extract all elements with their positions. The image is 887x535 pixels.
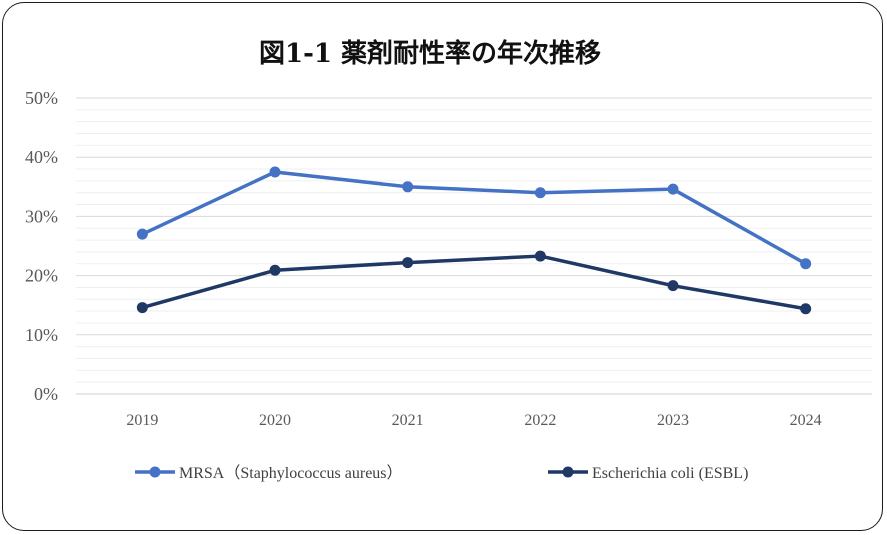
data-point — [136, 302, 148, 314]
y-tick-label: 0% — [34, 384, 58, 404]
data-point — [534, 250, 546, 262]
series-1 — [136, 250, 812, 315]
legend-label: Escherichia coli (ESBL) — [592, 465, 748, 482]
legend-marker — [562, 466, 574, 478]
gridlines — [76, 97, 872, 395]
legend-item: MRSA（Staphylococcus aureus） — [135, 464, 403, 482]
data-point — [269, 166, 281, 178]
x-axis-ticks: 2019 2020 2021 2022 2023 2024 — [126, 412, 821, 429]
series-line — [140, 254, 808, 311]
data-point — [136, 228, 148, 240]
y-tick-label: 20% — [25, 266, 58, 286]
data-point — [269, 264, 281, 276]
legend-marker — [149, 466, 161, 478]
data-point — [800, 258, 812, 270]
x-tick-label: 2024 — [790, 412, 822, 429]
data-point — [402, 181, 414, 193]
y-tick-label: 10% — [25, 325, 58, 345]
x-tick-label: 2021 — [392, 412, 424, 429]
data-point — [800, 303, 812, 315]
legend: MRSA（Staphylococcus aureus） Escherichia c… — [135, 464, 748, 482]
x-tick-label: 2023 — [657, 412, 689, 429]
data-point — [667, 183, 679, 195]
x-tick-label: 2020 — [259, 412, 291, 429]
x-tick-label: 2022 — [524, 412, 556, 429]
chart-title: 図1-1 薬剤耐性率の年次推移 — [259, 38, 601, 69]
data-point — [534, 187, 546, 199]
y-tick-label: 50% — [25, 88, 58, 108]
data-point — [667, 280, 679, 292]
legend-item: Escherichia coli (ESBL) — [548, 465, 748, 482]
x-tick-label: 2019 — [126, 412, 158, 429]
series-line — [140, 170, 808, 266]
data-point — [402, 257, 414, 269]
y-tick-label: 40% — [25, 147, 58, 167]
y-axis-ticks: 0% 10% 20% 30% 40% 50% — [25, 88, 58, 404]
legend-label: MRSA（Staphylococcus aureus） — [179, 464, 403, 482]
series-group — [136, 166, 812, 315]
series-0 — [136, 166, 812, 270]
y-tick-label: 30% — [25, 206, 58, 226]
